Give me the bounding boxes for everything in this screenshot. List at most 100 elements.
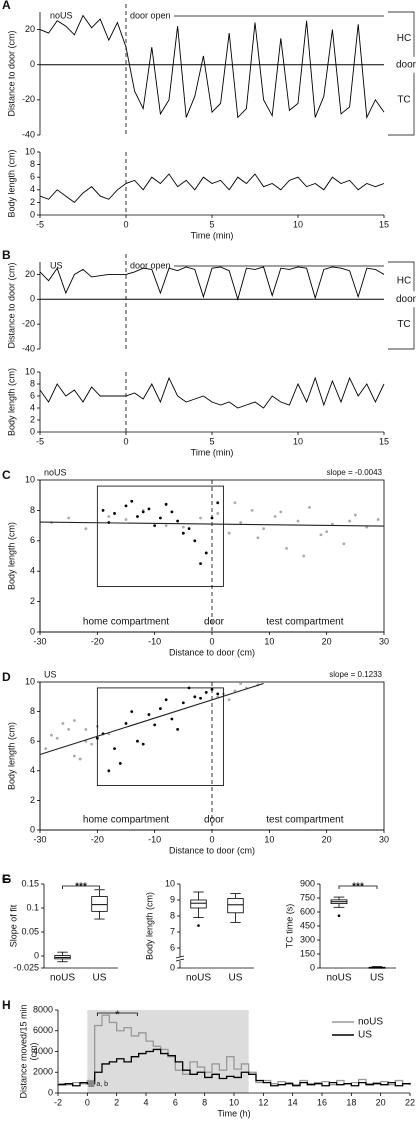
x-axis-title: Time (min) — [191, 230, 234, 240]
y-tick-label: 2 — [30, 596, 35, 606]
scatter-point — [308, 505, 311, 509]
scatter-point — [262, 527, 265, 531]
y-tick-label: -20 — [22, 319, 35, 329]
x-tick-label: 30 — [379, 636, 389, 646]
x-tick-label: 20 — [322, 834, 332, 844]
scatter-point — [73, 754, 76, 758]
y-tick-label: 10 — [25, 146, 35, 156]
scatter-point — [296, 519, 300, 523]
y-axis-title: Body length (cm) — [144, 892, 154, 960]
condition-label: US — [44, 669, 57, 679]
scatter-point — [193, 539, 197, 543]
x-tick-label: -30 — [33, 636, 46, 646]
scatter-point — [199, 696, 202, 700]
y-tick-label: 20 — [25, 24, 35, 34]
scatter-point — [319, 533, 323, 537]
y-tick-label: 8 — [170, 910, 175, 920]
scatter-point — [210, 688, 214, 691]
scatter-point — [84, 727, 88, 731]
data-line — [58, 1014, 411, 1086]
y-tick-label: 0.15 — [21, 878, 39, 888]
y-axis-title: Distance moved/15 min — [18, 1004, 28, 1098]
data-line — [58, 1048, 411, 1087]
axis-break — [175, 955, 185, 962]
data-line — [39, 14, 385, 120]
y-tick-label: 4 — [30, 184, 35, 194]
y-tick-label: -40 — [22, 343, 35, 353]
scatter-point — [141, 510, 145, 514]
significance-label: *** — [75, 882, 87, 893]
x-tick-label: 30 — [379, 834, 389, 844]
y-tick-label: 6000 — [33, 1025, 53, 1035]
x-tick-label: 20 — [322, 636, 332, 646]
scatter-point — [227, 698, 231, 702]
x-axis-title: Distance to door (cm) — [169, 845, 255, 855]
y-tick-label: 0 — [34, 950, 39, 960]
side-label: door — [396, 59, 417, 70]
scatter-point — [176, 519, 180, 523]
side-bracket — [388, 11, 415, 136]
x-tick-label: -2 — [54, 1097, 62, 1107]
fit-line — [39, 682, 264, 756]
fit-line — [39, 521, 385, 527]
y-tick-label: -20 — [22, 94, 35, 104]
y-tick-label: 4 — [30, 765, 35, 775]
y-axis-title: Body length (cm) — [6, 522, 16, 590]
x-tick-label: US — [370, 973, 384, 984]
scatter-point — [136, 739, 139, 743]
side-label: TC — [397, 319, 410, 330]
scatter-point — [279, 510, 283, 514]
y-tick-label: 6 — [30, 535, 35, 545]
x-tick-label: noUS — [50, 973, 75, 984]
x-axis-title: Time (min) — [191, 447, 234, 457]
y-tick-label: 6 — [30, 172, 35, 182]
scatter-point — [233, 689, 237, 693]
scatter-point — [61, 722, 65, 725]
x-axis-title: Time (h) — [217, 1108, 250, 1118]
y-tick-label: 4 — [30, 402, 35, 412]
y-tick-label: 0 — [30, 294, 35, 304]
y-tick-label: 20 — [25, 269, 35, 279]
x-tick-label: 12 — [258, 1097, 268, 1107]
x-tick-label: 18 — [346, 1097, 356, 1107]
data-line — [39, 173, 385, 204]
y-tick-label: 10 — [25, 366, 35, 376]
y-tick-label: 10 — [25, 474, 35, 484]
scatter-point — [164, 502, 168, 506]
panel-letter: D — [2, 670, 11, 684]
panel-letter: A — [2, 0, 11, 12]
x-tick-label: -20 — [91, 834, 104, 844]
x-axis-title: Distance to door (cm) — [169, 647, 255, 657]
x-tick-label: 10 — [229, 1097, 239, 1107]
scatter-point — [124, 722, 128, 725]
axis-break-gap — [176, 957, 184, 961]
scatter-point — [170, 717, 174, 721]
region-label: test compartment — [266, 617, 343, 628]
y-tick-label: -40 — [22, 129, 35, 139]
scatter-point — [365, 525, 369, 529]
y-axis-title: Body length (cm) — [6, 722, 16, 790]
scatter-point — [113, 512, 116, 515]
x-tick-label: 4 — [143, 1097, 148, 1107]
x-tick-label: 5 — [209, 436, 214, 446]
x-tick-label: 16 — [317, 1097, 327, 1107]
x-tick-label: -10 — [148, 636, 161, 646]
scatter-point — [164, 524, 168, 527]
y-tick-label: 2 — [30, 414, 35, 424]
door-open-label: door open — [130, 10, 171, 20]
y-tick-label: 150 — [300, 948, 315, 958]
scatter-point — [233, 501, 237, 505]
y-tick-label: 300 — [300, 934, 315, 944]
scatter-point — [164, 698, 168, 702]
panel-letter: B — [2, 248, 11, 262]
y-tick-label: 10 — [25, 676, 35, 686]
scatter-point — [250, 509, 254, 512]
scatter-point — [181, 701, 185, 705]
scatter-point — [353, 513, 357, 517]
region-label: door — [204, 617, 225, 628]
x-tick-label: 8 — [202, 1097, 207, 1107]
scatter-point — [302, 554, 306, 558]
x-tick-label: 6 — [173, 1097, 178, 1107]
y-axis-title: Body length (cm) — [6, 368, 16, 436]
